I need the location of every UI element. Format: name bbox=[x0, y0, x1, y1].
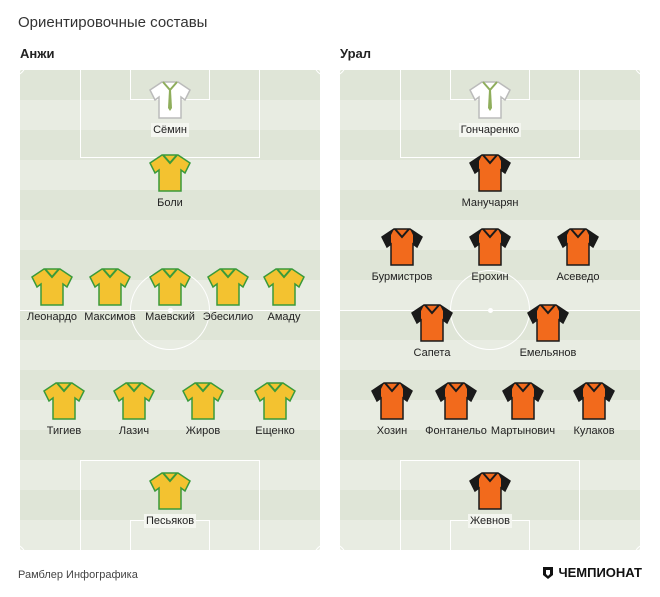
shirt-icon bbox=[469, 81, 511, 119]
shirt-icon bbox=[573, 382, 615, 420]
shirt-icon bbox=[557, 228, 599, 266]
player-name: Тигиев bbox=[46, 425, 82, 437]
player-card[interactable]: Леонардо bbox=[12, 267, 92, 325]
team-name-ural: Урал bbox=[340, 46, 372, 61]
player-card[interactable]: Песьяков bbox=[130, 471, 210, 529]
player-card[interactable]: Ерохин bbox=[450, 227, 530, 285]
footer-credit: Рамблер Инфографика bbox=[18, 569, 138, 581]
player-card[interactable]: Гончаренко bbox=[450, 80, 530, 138]
player-card[interactable]: Тигиев bbox=[24, 381, 104, 439]
pitch-anji: Сёмин Боли Леонардо Максимов Маевский Эбесили… bbox=[14, 64, 326, 556]
player-name: Сапета bbox=[413, 347, 451, 359]
player-card[interactable]: Емельянов bbox=[508, 303, 588, 361]
player-card[interactable]: Амаду bbox=[244, 267, 324, 325]
shirt-icon bbox=[149, 154, 191, 192]
player-card[interactable]: Сапета bbox=[392, 303, 472, 361]
player-name: Асеведо bbox=[556, 271, 600, 283]
player-card[interactable]: Хозин bbox=[352, 381, 432, 439]
player-name: Максимов bbox=[84, 311, 136, 323]
shirt-icon bbox=[43, 382, 85, 420]
shirt-icon bbox=[469, 228, 511, 266]
penalty-area-bottom bbox=[400, 460, 580, 550]
player-name: Амаду bbox=[267, 311, 301, 323]
player-name: Леонардо bbox=[26, 311, 78, 323]
shirt-icon bbox=[182, 382, 224, 420]
brand-logo-icon bbox=[543, 566, 554, 579]
corner-arc bbox=[314, 64, 326, 76]
pitch-ural: Гончаренко Манучарян Бурмистров Ерохин Асеве… bbox=[334, 64, 646, 556]
penalty-area-bottom bbox=[80, 460, 260, 550]
brand-logo-text: ЧЕМПИОНАТ bbox=[558, 565, 642, 580]
player-name: Фонтанельо bbox=[425, 425, 487, 437]
shirt-icon bbox=[254, 382, 296, 420]
shirt-icon bbox=[381, 228, 423, 266]
player-card[interactable]: Максимов bbox=[70, 267, 150, 325]
player-card[interactable]: Жевнов bbox=[450, 471, 530, 529]
brand-logo[interactable]: ЧЕМПИОНАТ bbox=[542, 565, 642, 580]
shirt-icon bbox=[149, 268, 191, 306]
team-name-anji: Анжи bbox=[20, 46, 55, 61]
shirt-icon bbox=[113, 382, 155, 420]
player-name: Сёмин bbox=[151, 123, 189, 137]
player-card[interactable]: Кулаков bbox=[554, 381, 634, 439]
player-card[interactable]: Маевский bbox=[130, 267, 210, 325]
player-card[interactable]: Мартынович bbox=[483, 381, 563, 439]
center-spot bbox=[488, 308, 493, 313]
player-card[interactable]: Бурмистров bbox=[362, 227, 442, 285]
shirt-icon bbox=[149, 81, 191, 119]
shirt-icon bbox=[31, 268, 73, 306]
player-name: Емельянов bbox=[519, 347, 577, 359]
player-card[interactable]: Фонтанельо bbox=[416, 381, 496, 439]
center-circle bbox=[450, 270, 530, 350]
shirt-icon bbox=[469, 472, 511, 510]
player-card[interactable]: Эбесилио bbox=[188, 267, 268, 325]
player-name: Бурмистров bbox=[371, 271, 433, 283]
player-name: Боли bbox=[157, 197, 183, 209]
player-name: Мартынович bbox=[490, 425, 556, 437]
shirt-icon bbox=[89, 268, 131, 306]
player-card[interactable]: Лазич bbox=[94, 381, 174, 439]
corner-arc bbox=[334, 544, 346, 556]
player-name: Маевский bbox=[145, 311, 195, 323]
player-name: Манучарян bbox=[461, 197, 519, 209]
shirt-icon bbox=[502, 382, 544, 420]
center-spot bbox=[168, 308, 173, 313]
player-name: Гончаренко bbox=[458, 123, 522, 137]
page-title: Ориентировочные составы bbox=[18, 14, 208, 31]
player-name: Хозин bbox=[376, 425, 408, 437]
player-card[interactable]: Асеведо bbox=[538, 227, 618, 285]
player-card[interactable]: Ещенко bbox=[235, 381, 315, 439]
shirt-icon bbox=[263, 268, 305, 306]
corner-arc bbox=[14, 64, 26, 76]
corner-arc bbox=[14, 544, 26, 556]
player-card[interactable]: Манучарян bbox=[450, 153, 530, 211]
corner-arc bbox=[334, 64, 346, 76]
player-card[interactable]: Сёмин bbox=[130, 80, 210, 138]
player-name: Кулаков bbox=[573, 425, 615, 437]
player-name: Ерохин bbox=[471, 271, 509, 283]
shirt-icon bbox=[411, 304, 453, 342]
player-name: Ещенко bbox=[255, 425, 295, 437]
player-name: Жевнов bbox=[467, 514, 513, 528]
player-name: Эбесилио bbox=[202, 311, 254, 323]
shirt-icon bbox=[371, 382, 413, 420]
player-name: Лазич bbox=[118, 425, 150, 437]
player-name: Песьяков bbox=[143, 514, 197, 528]
shirt-icon bbox=[435, 382, 477, 420]
corner-arc bbox=[314, 544, 326, 556]
shirt-icon bbox=[207, 268, 249, 306]
shirt-icon bbox=[469, 154, 511, 192]
shirt-icon bbox=[527, 304, 569, 342]
player-card[interactable]: Жиров bbox=[163, 381, 243, 439]
player-name: Жиров bbox=[185, 425, 221, 437]
corner-arc bbox=[634, 544, 646, 556]
corner-arc bbox=[634, 64, 646, 76]
player-card[interactable]: Боли bbox=[130, 153, 210, 211]
shirt-icon bbox=[149, 472, 191, 510]
